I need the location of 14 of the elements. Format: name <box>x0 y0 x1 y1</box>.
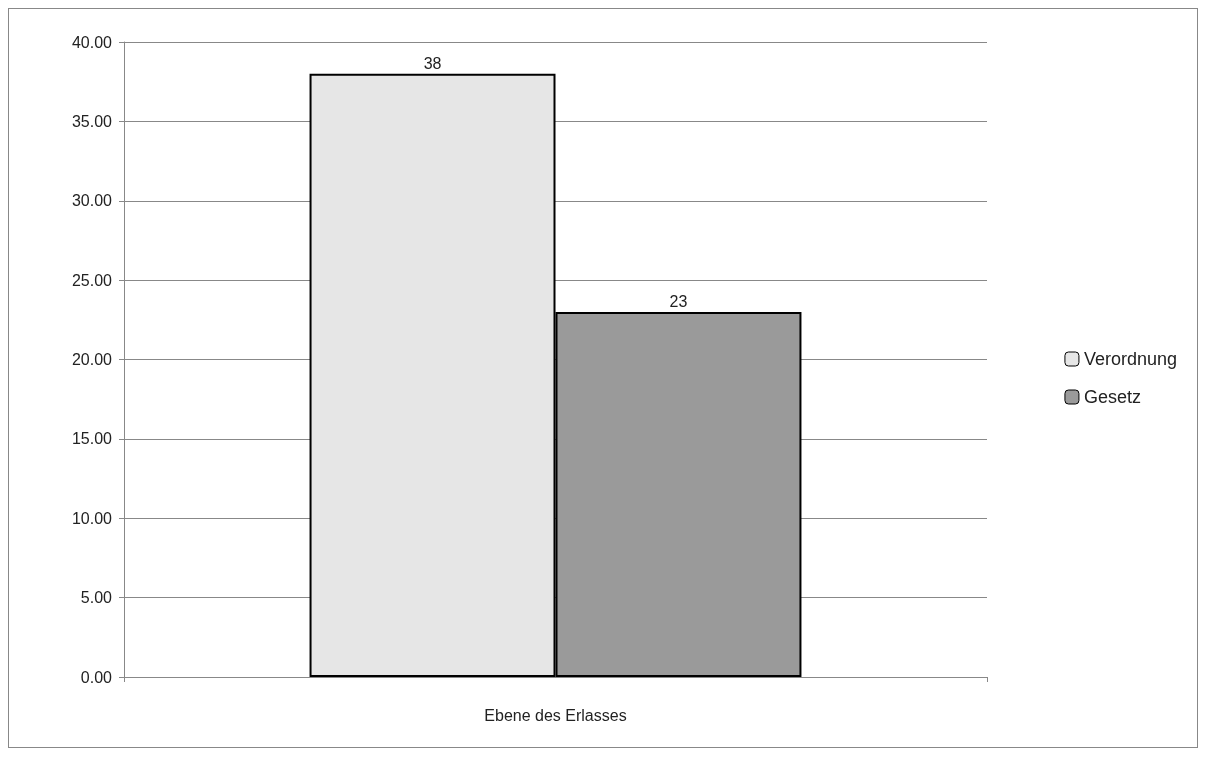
x-axis-title: Ebene des Erlasses <box>484 706 627 724</box>
y-tick-label: 30.00 <box>71 192 113 210</box>
y-tick-label: 0.00 <box>80 668 113 686</box>
y-tick-label: 5.00 <box>80 589 113 607</box>
y-tick-label: 25.00 <box>71 271 113 289</box>
y-tick-label: 20.00 <box>71 351 113 368</box>
data-label: 23 <box>669 293 688 311</box>
legend-label: Verordnung <box>1083 349 1177 369</box>
y-tick-label: 40.00 <box>71 33 113 51</box>
data-label: 38 <box>423 55 442 73</box>
y-tick-label: 10.00 <box>71 509 113 527</box>
legend-label: Gesetz <box>1083 387 1141 407</box>
y-tick-label: 35.00 <box>71 112 113 130</box>
y-tick-label: 15.00 <box>71 430 113 448</box>
